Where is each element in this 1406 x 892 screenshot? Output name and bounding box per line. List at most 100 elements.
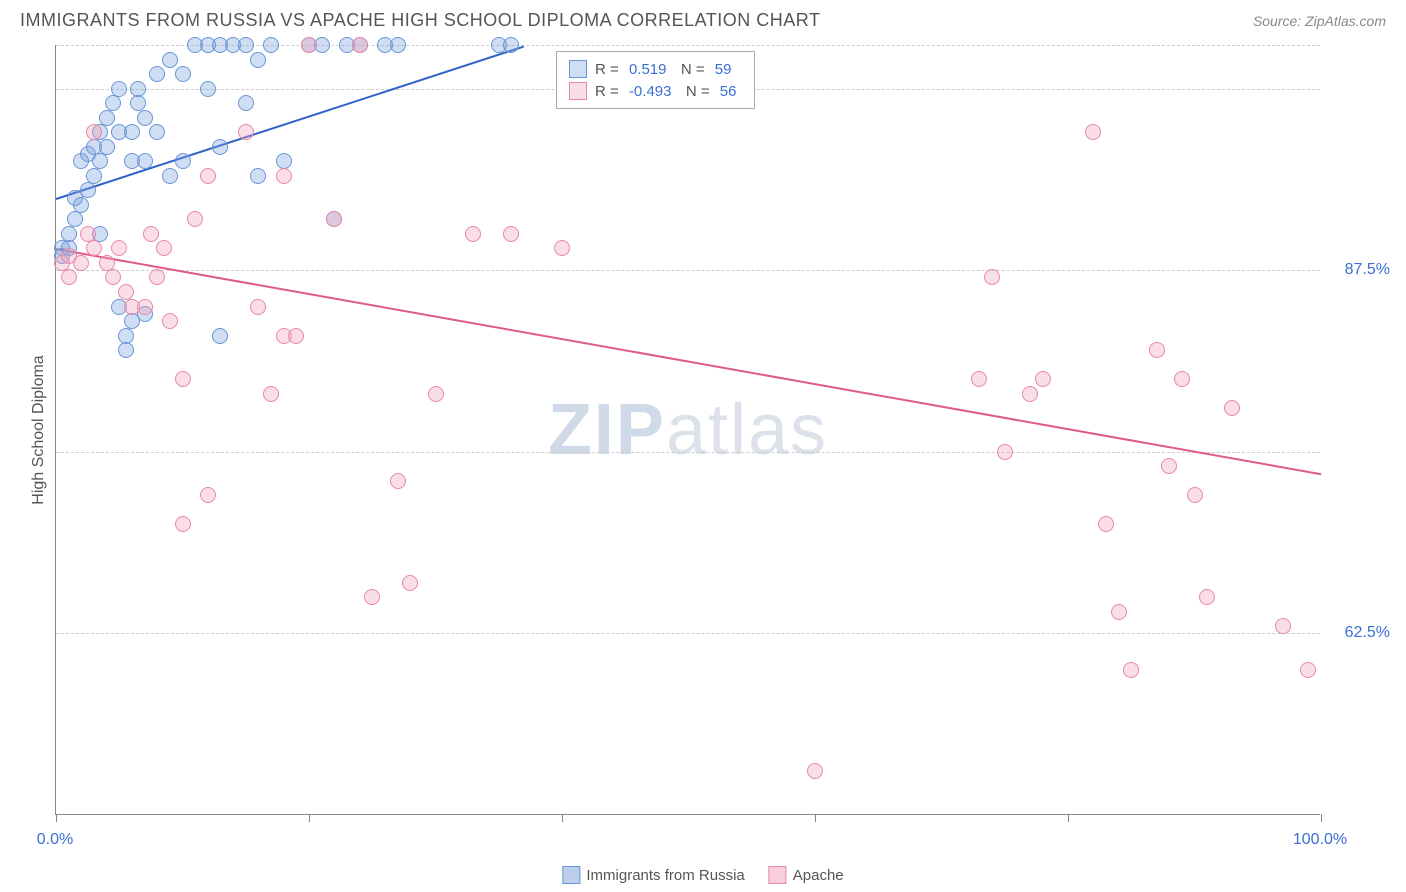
data-point	[200, 168, 216, 184]
legend-swatch	[569, 82, 587, 100]
legend-swatch	[562, 866, 580, 884]
data-point	[263, 386, 279, 402]
data-point	[326, 211, 342, 227]
data-point	[80, 182, 96, 198]
data-point	[92, 153, 108, 169]
data-point	[175, 66, 191, 82]
data-point	[1149, 342, 1165, 358]
stats-legend-row: R = -0.493 N = 56	[569, 80, 742, 102]
watermark-bold: ZIP	[548, 390, 666, 470]
data-point	[238, 95, 254, 111]
trend-line	[56, 248, 1321, 475]
x-tick	[1321, 814, 1322, 822]
data-point	[73, 197, 89, 213]
data-point	[156, 240, 172, 256]
data-point	[364, 589, 380, 605]
bottom-legend: Immigrants from Russia Apache	[562, 866, 843, 884]
data-point	[86, 124, 102, 140]
data-point	[124, 124, 140, 140]
data-point	[503, 37, 519, 53]
data-point	[175, 371, 191, 387]
data-point	[86, 240, 102, 256]
data-point	[1199, 589, 1215, 605]
data-point	[807, 763, 823, 779]
data-point	[162, 52, 178, 68]
data-point	[137, 110, 153, 126]
data-point	[175, 153, 191, 169]
data-point	[971, 371, 987, 387]
data-point	[288, 328, 304, 344]
bottom-legend-item: Immigrants from Russia	[562, 866, 744, 884]
data-point	[187, 211, 203, 227]
data-point	[1275, 618, 1291, 634]
gridline	[56, 270, 1320, 271]
data-point	[997, 444, 1013, 460]
data-point	[1224, 400, 1240, 416]
watermark-light: atlas	[666, 390, 828, 470]
data-point	[301, 37, 317, 53]
legend-label: Immigrants from Russia	[586, 867, 744, 884]
data-point	[238, 124, 254, 140]
data-point	[130, 81, 146, 97]
data-point	[111, 240, 127, 256]
data-point	[465, 226, 481, 242]
stats-legend-row: R = 0.519 N = 59	[569, 58, 742, 80]
data-point	[1123, 662, 1139, 678]
y-axis-label: High School Diploma	[30, 355, 48, 504]
legend-label: Apache	[793, 867, 844, 884]
gridline	[56, 452, 1320, 453]
data-point	[1111, 604, 1127, 620]
data-point	[250, 52, 266, 68]
data-point	[1174, 371, 1190, 387]
x-tick-label: 0.0%	[37, 831, 73, 849]
data-point	[200, 487, 216, 503]
data-point	[118, 342, 134, 358]
data-point	[1035, 371, 1051, 387]
data-point	[99, 139, 115, 155]
data-point	[263, 37, 279, 53]
data-point	[149, 124, 165, 140]
gridline	[56, 633, 1320, 634]
data-point	[67, 211, 83, 227]
data-point	[149, 66, 165, 82]
bottom-legend-item: Apache	[769, 866, 844, 884]
data-point	[175, 516, 191, 532]
y-tick-label: 62.5%	[1345, 624, 1390, 642]
legend-stats-text: R = -0.493 N = 56	[595, 83, 742, 100]
data-point	[1161, 458, 1177, 474]
data-point	[111, 81, 127, 97]
x-tick	[815, 814, 816, 822]
stats-legend: R = 0.519 N = 59 R = -0.493 N = 56	[556, 51, 755, 109]
data-point	[428, 386, 444, 402]
legend-swatch	[769, 866, 787, 884]
data-point	[73, 255, 89, 271]
data-point	[352, 37, 368, 53]
data-point	[554, 240, 570, 256]
data-point	[86, 168, 102, 184]
data-point	[162, 168, 178, 184]
data-point	[250, 168, 266, 184]
data-point	[137, 153, 153, 169]
x-tick	[56, 814, 57, 822]
watermark: ZIPatlas	[548, 389, 828, 471]
chart-header: IMMIGRANTS FROM RUSSIA VS APACHE HIGH SC…	[0, 0, 1406, 36]
data-point	[1085, 124, 1101, 140]
data-point	[212, 139, 228, 155]
data-point	[99, 110, 115, 126]
data-point	[105, 269, 121, 285]
data-point	[250, 299, 266, 315]
chart-title: IMMIGRANTS FROM RUSSIA VS APACHE HIGH SC…	[20, 10, 820, 31]
data-point	[137, 299, 153, 315]
scatter-chart: ZIPatlas 62.5%87.5%R = 0.519 N = 59R = -…	[55, 45, 1320, 815]
x-tick	[562, 814, 563, 822]
data-point	[503, 226, 519, 242]
data-point	[61, 269, 77, 285]
data-point	[212, 328, 228, 344]
legend-swatch	[569, 60, 587, 78]
data-point	[1098, 516, 1114, 532]
data-point	[390, 473, 406, 489]
x-tick	[1068, 814, 1069, 822]
data-point	[149, 269, 165, 285]
x-tick-label: 100.0%	[1293, 831, 1347, 849]
data-point	[105, 95, 121, 111]
